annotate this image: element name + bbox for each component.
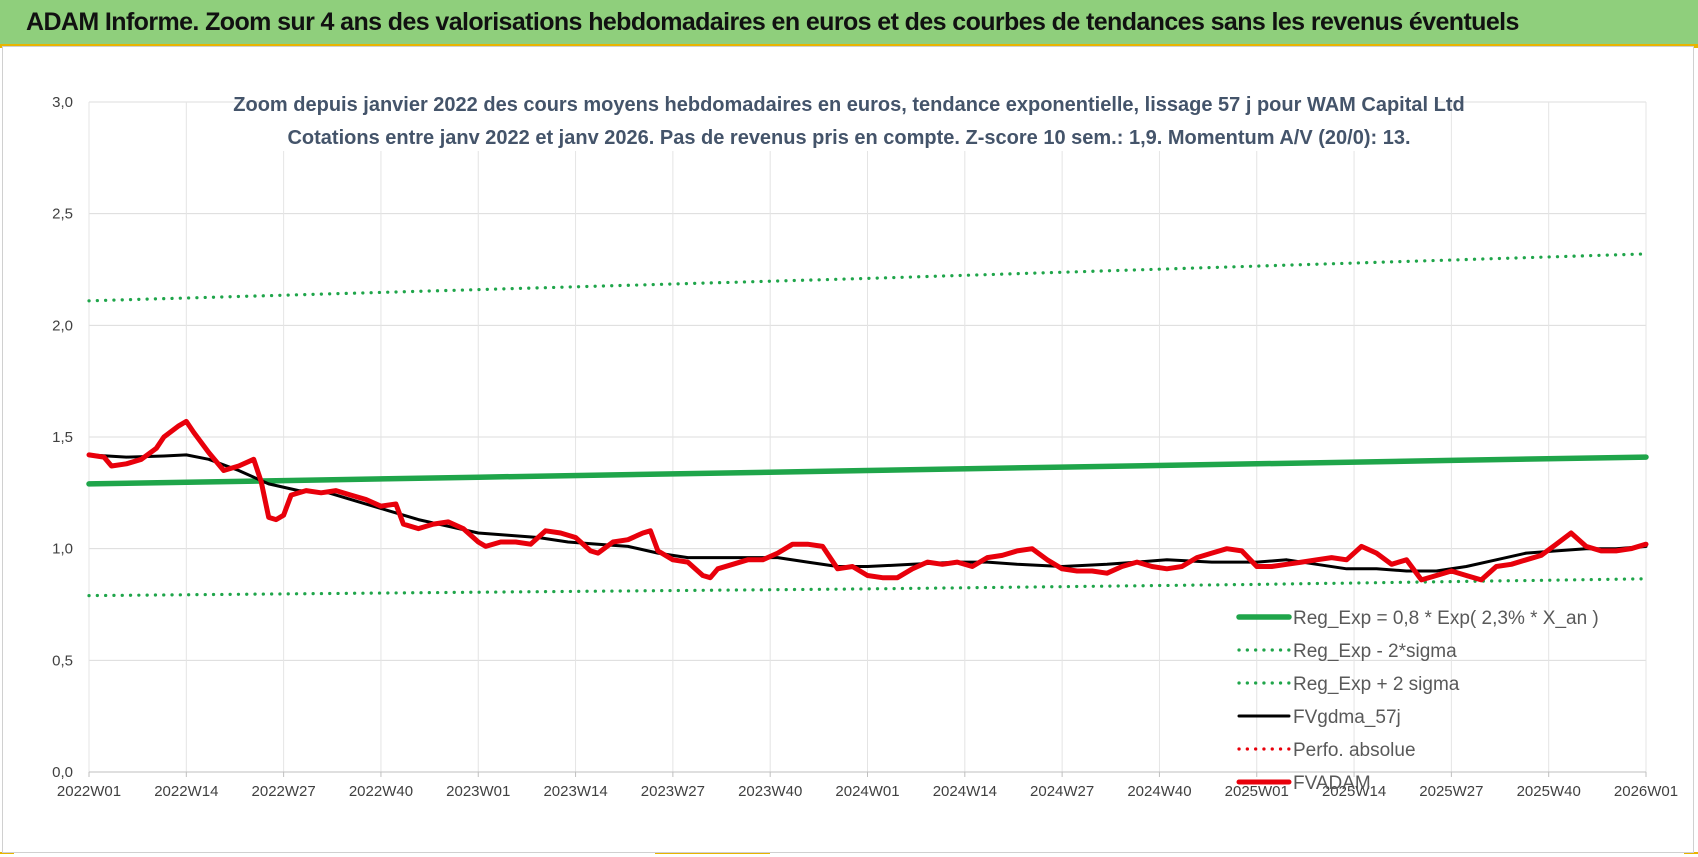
grid-layer	[88, 101, 1647, 773]
x-tick-label: 2025W27	[1419, 783, 1483, 800]
x-tick-label: 2025W14	[1322, 783, 1386, 800]
chart-area: 0,0 0,5 1,0 1,5 2,0 2,5 3,0 2022W01 2022W14 2022W…	[2, 46, 1694, 853]
series-layer	[86, 252, 1649, 598]
title-background	[261, 71, 1437, 151]
y-tick-label: 0,5	[52, 652, 73, 669]
legend-label: FVgdma_57j	[1293, 707, 1401, 728]
x-tick-label: 2023W27	[641, 783, 705, 800]
line-chart: 0,0 0,5 1,0 1,5 2,0 2,5 3,0 2022W01 2022W14 2022W…	[52, 71, 1678, 800]
x-tick-label: 2026W01	[1614, 783, 1678, 800]
x-tick-label: 2022W27	[252, 783, 316, 800]
corner-mark	[655, 852, 770, 854]
x-tick-label: 2022W01	[57, 783, 121, 800]
x-tick-label: 2023W01	[446, 783, 510, 800]
chart-subtitle: Cotations entre janv 2022 et janv 2026. …	[287, 127, 1410, 149]
y-tick-label: 1,0	[52, 541, 73, 558]
corner-mark	[0, 852, 14, 854]
y-tick-label: 2,0	[52, 317, 73, 334]
x-tick-label: 2022W14	[154, 783, 218, 800]
header-bar: ADAM Informe. Zoom sur 4 ans des valoris…	[0, 0, 1698, 46]
x-tick-label: 2025W40	[1517, 783, 1581, 800]
chart-title: Zoom depuis janvier 2022 des cours moyen…	[233, 94, 1464, 116]
corner-mark	[1684, 852, 1698, 854]
legend-label: Reg_Exp = 0,8 * Exp( 2,3% * X_an )	[1293, 608, 1599, 629]
legend-label: Perfo. absolue	[1293, 740, 1416, 761]
x-tick-label: 2022W40	[349, 783, 413, 800]
axis-layer: 0,0 0,5 1,0 1,5 2,0 2,5 3,0 2022W01 2022W14 2022W…	[52, 94, 1678, 800]
y-tick-label: 3,0	[52, 94, 73, 111]
x-tick-label: 2024W40	[1127, 783, 1191, 800]
x-tick-label: 2025W01	[1225, 783, 1289, 800]
legend: Reg_Exp = 0,8 * Exp( 2,3% * X_an ) Reg_Ex…	[1236, 608, 1599, 794]
series-line-fvadam	[86, 418, 1649, 583]
series-line-reg-exp-2-sigma	[87, 252, 1648, 303]
page-title: ADAM Informe. Zoom sur 4 ans des valoris…	[26, 8, 1519, 36]
legend-label: FVADAM	[1293, 773, 1371, 794]
x-tick-label: 2024W14	[933, 783, 997, 800]
series-line-fvgdma-57j	[87, 453, 1648, 573]
y-tick-label: 2,5	[52, 206, 73, 223]
x-tick-label: 2024W27	[1030, 783, 1094, 800]
legend-label: Reg_Exp - 2*sigma	[1293, 641, 1457, 662]
y-tick-label: 1,5	[52, 429, 73, 446]
x-tick-label: 2023W14	[543, 783, 607, 800]
series-line-reg-exp-0-8-exp-2-3-x-an	[86, 454, 1649, 487]
legend-label: Reg_Exp + 2 sigma	[1293, 674, 1460, 695]
y-tick-label: 0,0	[52, 764, 73, 781]
x-tick-label: 2023W40	[738, 783, 802, 800]
x-tick-label: 2024W01	[835, 783, 899, 800]
